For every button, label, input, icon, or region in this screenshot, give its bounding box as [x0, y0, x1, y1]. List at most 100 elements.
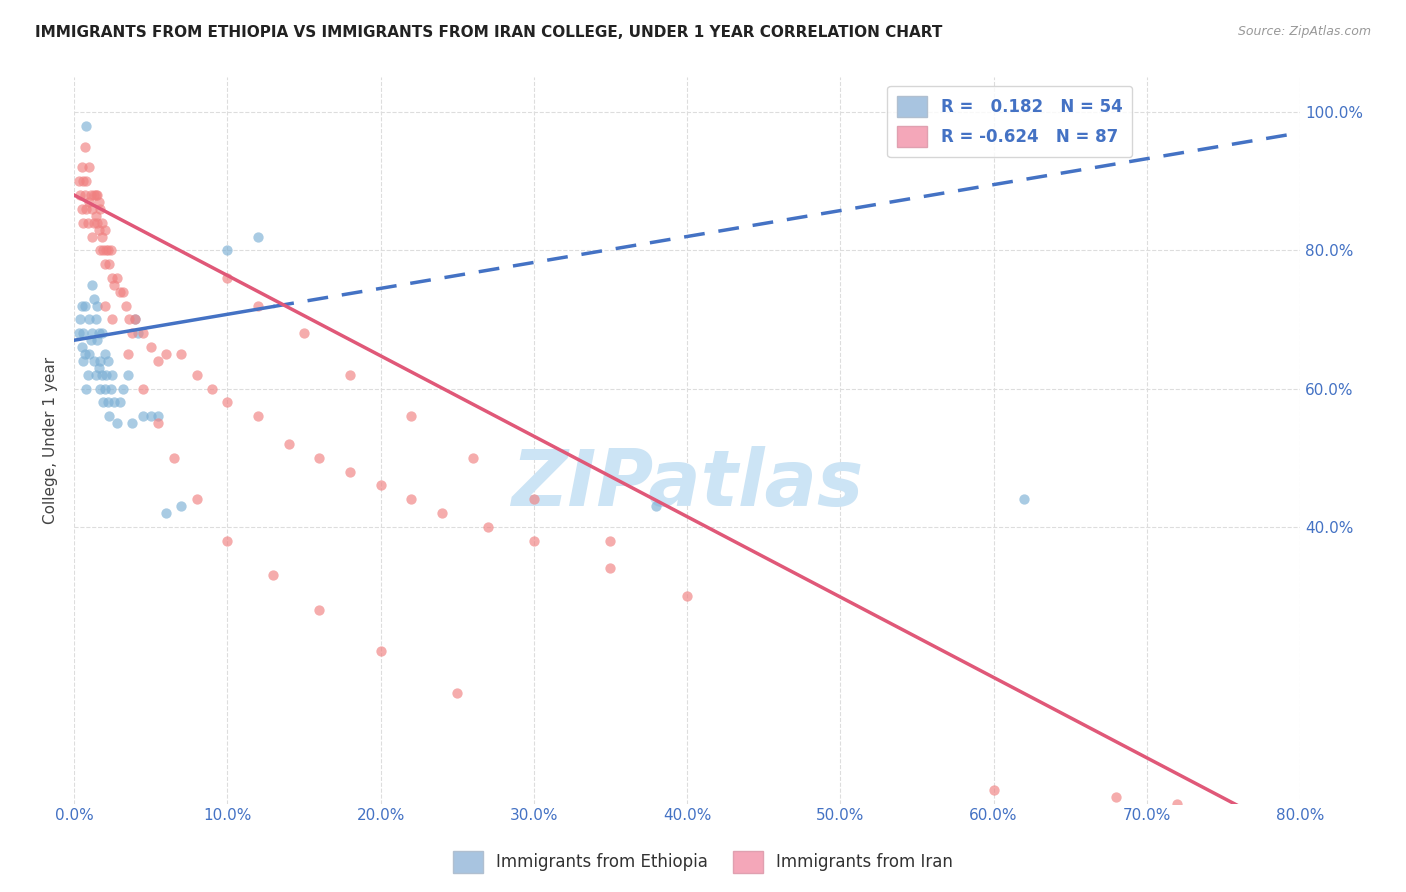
Point	[645, 500, 668, 514]
Point	[72, 174, 94, 188]
Point	[523, 492, 546, 507]
Point	[82, 229, 104, 244]
Point	[101, 368, 124, 382]
Point	[79, 312, 101, 326]
Point	[477, 520, 499, 534]
Point	[127, 326, 149, 341]
Point	[217, 244, 239, 258]
Point	[70, 340, 93, 354]
Point	[73, 347, 96, 361]
Point	[100, 382, 122, 396]
Point	[139, 340, 162, 354]
Point	[121, 326, 143, 341]
Point	[90, 229, 112, 244]
Point	[87, 326, 110, 341]
Point	[73, 188, 96, 202]
Point	[97, 354, 120, 368]
Point	[370, 644, 392, 658]
Point	[83, 188, 105, 202]
Point	[108, 285, 131, 299]
Text: IMMIGRANTS FROM ETHIOPIA VS IMMIGRANTS FROM IRAN COLLEGE, UNDER 1 YEAR CORRELATI: IMMIGRANTS FROM ETHIOPIA VS IMMIGRANTS F…	[35, 25, 942, 40]
Point	[93, 347, 115, 361]
Point	[90, 216, 112, 230]
Point	[461, 450, 484, 465]
Point	[70, 161, 93, 175]
Point	[1105, 789, 1128, 804]
Point	[117, 368, 139, 382]
Point	[89, 354, 111, 368]
Point	[72, 354, 94, 368]
Point	[83, 216, 105, 230]
Point	[1166, 797, 1188, 811]
Point	[103, 395, 125, 409]
Point	[676, 589, 699, 603]
Point	[148, 416, 170, 430]
Point	[84, 368, 107, 382]
Point	[292, 326, 315, 341]
Point	[77, 216, 100, 230]
Point	[105, 416, 128, 430]
Point	[124, 312, 146, 326]
Point	[84, 312, 107, 326]
Point	[118, 312, 141, 326]
Y-axis label: College, Under 1 year: College, Under 1 year	[44, 357, 58, 524]
Point	[1012, 492, 1035, 507]
Point	[105, 271, 128, 285]
Point	[67, 326, 90, 341]
Point	[96, 244, 118, 258]
Point	[82, 326, 104, 341]
Point	[277, 437, 299, 451]
Point	[163, 450, 186, 465]
Point	[93, 299, 115, 313]
Point	[170, 347, 193, 361]
Point	[86, 333, 108, 347]
Point	[69, 312, 91, 326]
Point	[112, 382, 135, 396]
Point	[93, 382, 115, 396]
Point	[86, 299, 108, 313]
Point	[399, 409, 422, 424]
Point	[69, 188, 91, 202]
Point	[98, 409, 121, 424]
Point	[90, 368, 112, 382]
Point	[97, 244, 120, 258]
Point	[399, 492, 422, 507]
Point	[523, 533, 546, 548]
Point	[79, 194, 101, 209]
Point	[115, 299, 138, 313]
Point	[72, 326, 94, 341]
Point	[86, 216, 108, 230]
Point	[90, 326, 112, 341]
Point	[73, 299, 96, 313]
Point	[89, 202, 111, 216]
Point	[186, 492, 208, 507]
Point	[148, 409, 170, 424]
Point	[82, 277, 104, 292]
Point	[599, 533, 621, 548]
Point	[599, 561, 621, 575]
Point	[308, 603, 330, 617]
Point	[201, 382, 224, 396]
Point	[117, 347, 139, 361]
Point	[91, 244, 114, 258]
Point	[83, 292, 105, 306]
Point	[339, 465, 361, 479]
Point	[75, 119, 97, 133]
Point	[112, 285, 135, 299]
Point	[132, 382, 155, 396]
Point	[217, 395, 239, 409]
Point	[246, 229, 269, 244]
Point	[155, 506, 177, 520]
Point	[217, 271, 239, 285]
Point	[139, 409, 162, 424]
Point	[97, 395, 120, 409]
Point	[132, 409, 155, 424]
Point	[93, 257, 115, 271]
Point	[121, 416, 143, 430]
Point	[73, 139, 96, 153]
Point	[98, 257, 121, 271]
Point	[87, 360, 110, 375]
Point	[170, 500, 193, 514]
Point	[79, 161, 101, 175]
Point	[70, 299, 93, 313]
